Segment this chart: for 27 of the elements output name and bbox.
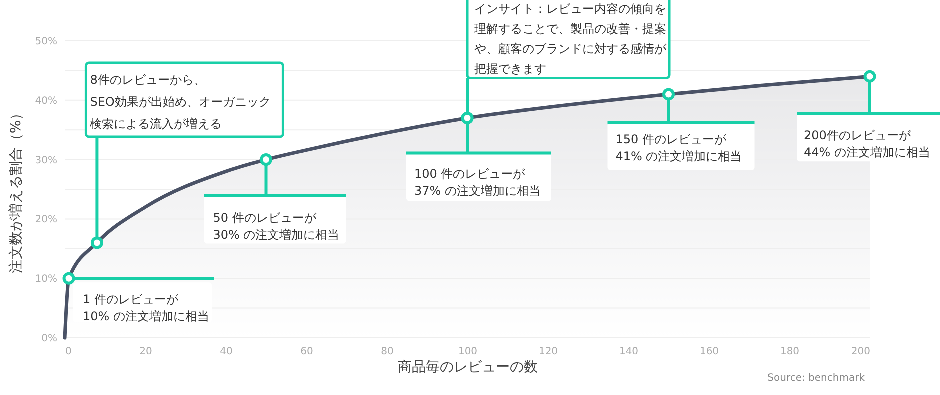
annotation: 150 件のレビューが 41% の注文増加に相当	[616, 132, 742, 164]
annotation: インサイト：レビュー内容の傾向を理解することで、製品の改善・提案や、顧客のブランドに対する感情が把握できます	[474, 2, 668, 76]
x-tick-label: 120	[538, 346, 558, 358]
annotation: 100 件のレビューが 37% の注文増加に相当	[414, 167, 541, 198]
y-tick-label: 20%	[35, 214, 58, 226]
y-tick-label: 0%	[42, 334, 58, 344]
annotation: 200件のレビューが 44% の注文増加に相当	[804, 128, 930, 160]
x-tick-label: 140	[619, 346, 639, 358]
y-axis-title: 注文数が増える割合（%）	[7, 106, 24, 274]
x-axis-title: 商品毎のレビューの数	[398, 360, 538, 376]
x-tick-label: 200	[851, 346, 870, 358]
annotation: 8件のレビューから、SEO効果が出始め、オーガニック検索による流入が増える	[90, 72, 271, 131]
x-tick-label: 0	[66, 346, 72, 358]
x-tick-label: 180	[780, 346, 800, 358]
y-tick-label: 50%	[35, 36, 58, 48]
annotation: 50 件のレビューが 30% の注文増加に相当	[213, 210, 340, 242]
y-tick-label: 10%	[35, 274, 58, 286]
y-tick-label: 30%	[35, 155, 58, 166]
x-tick-label: 40	[220, 346, 233, 358]
annotation: 1 件のレビューが 10% の注文増加に相当	[83, 292, 210, 324]
x-tick-label: 160	[700, 346, 720, 358]
x-tick-label: 80	[381, 346, 394, 358]
x-tick-label: 20	[140, 346, 152, 358]
x-tick-label: 60	[300, 346, 314, 358]
source-note: Source: benchmark	[768, 373, 866, 384]
y-tick-label: 40%	[35, 96, 58, 107]
x-tick-label: 100	[458, 346, 478, 358]
